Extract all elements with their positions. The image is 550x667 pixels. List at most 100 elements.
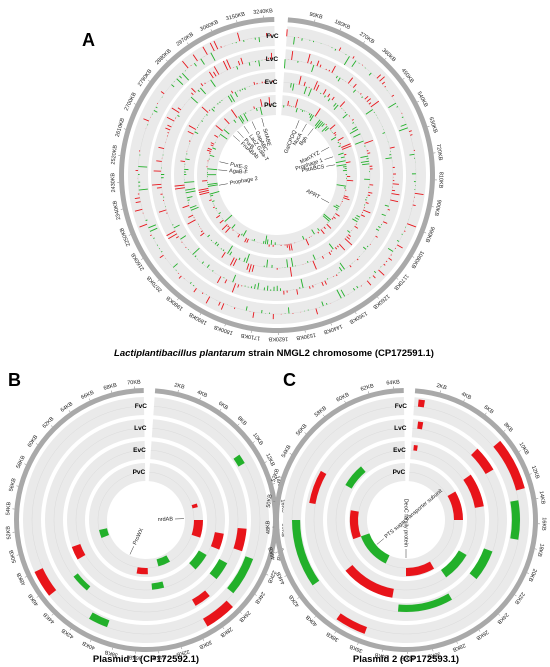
expression-mark bbox=[339, 262, 345, 270]
tick-mark bbox=[518, 450, 521, 452]
expression-mark bbox=[335, 75, 338, 79]
expression-mark bbox=[379, 76, 385, 82]
expression-mark bbox=[396, 239, 400, 242]
expression-mark bbox=[180, 235, 187, 240]
expression-mark bbox=[289, 266, 293, 277]
expression-mark bbox=[337, 245, 339, 248]
expression-mark bbox=[240, 57, 244, 65]
panel-a-ticks: 90KB180KB270KB360KB450KB540KB630KB720KB8… bbox=[110, 8, 444, 341]
expression-mark bbox=[152, 183, 162, 186]
expression-mark bbox=[212, 200, 215, 203]
tick-label: 16KB bbox=[540, 517, 546, 531]
expression-mark bbox=[231, 224, 236, 229]
expression-mark bbox=[226, 59, 231, 69]
track-label-evc: EvC bbox=[265, 79, 278, 86]
expression-mark bbox=[254, 284, 256, 289]
expression-mark bbox=[291, 50, 294, 60]
expression-mark bbox=[338, 145, 341, 148]
expression-mark bbox=[193, 62, 197, 67]
expression-mark bbox=[168, 233, 178, 240]
expression-mark bbox=[292, 83, 295, 91]
tick-mark bbox=[498, 613, 501, 616]
expression-mark bbox=[290, 243, 293, 251]
expression-mark bbox=[300, 278, 304, 289]
track-baseline bbox=[75, 449, 217, 591]
expression-mark bbox=[185, 188, 196, 191]
expression-mark bbox=[158, 209, 167, 213]
gene-label: APRT bbox=[305, 188, 321, 200]
expression-mark bbox=[175, 236, 179, 239]
expression-mark bbox=[384, 85, 386, 88]
tick-mark bbox=[330, 323, 332, 326]
expression-mark bbox=[219, 101, 221, 103]
tick-label: 990KB bbox=[423, 226, 435, 244]
tick-mark bbox=[236, 20, 238, 23]
expression-mark bbox=[220, 248, 222, 250]
expression-mark bbox=[232, 258, 238, 266]
expression-mark bbox=[310, 61, 312, 65]
expression-mark bbox=[206, 149, 212, 152]
expression-mark bbox=[200, 83, 204, 87]
expression-mark bbox=[348, 115, 350, 117]
expression-mark bbox=[338, 243, 346, 251]
expression-mark bbox=[347, 230, 351, 233]
expression-mark bbox=[232, 274, 237, 283]
expression-mark bbox=[317, 228, 320, 232]
expression-mark bbox=[367, 152, 371, 154]
expression-mark bbox=[315, 84, 320, 91]
expression-mark bbox=[333, 131, 337, 135]
expression-mark bbox=[206, 264, 210, 268]
expression-mark bbox=[199, 191, 210, 196]
track-label-lvc: LvC bbox=[134, 425, 147, 432]
expression-mark bbox=[356, 285, 359, 289]
expression-mark bbox=[337, 136, 344, 141]
expression-mark bbox=[243, 113, 249, 122]
expression-mark bbox=[222, 60, 229, 71]
expression-mark bbox=[330, 250, 333, 252]
expression-mark bbox=[219, 219, 224, 224]
expression-mark bbox=[178, 275, 182, 279]
expression-mark bbox=[324, 280, 327, 285]
expression-mark bbox=[191, 92, 194, 96]
expression-block bbox=[203, 600, 233, 627]
expression-mark bbox=[182, 60, 189, 69]
expression-mark bbox=[323, 226, 326, 230]
gene-leader bbox=[295, 120, 300, 129]
expression-mark bbox=[234, 91, 238, 98]
expression-block bbox=[71, 543, 86, 560]
tick-mark bbox=[304, 432, 307, 434]
expression-block bbox=[309, 470, 327, 505]
expression-block bbox=[227, 556, 254, 594]
expression-mark bbox=[266, 239, 269, 245]
expression-mark bbox=[293, 37, 295, 45]
tick-label: 6KB bbox=[483, 404, 495, 415]
expression-mark bbox=[387, 209, 391, 211]
expression-mark bbox=[264, 235, 268, 245]
expression-mark bbox=[360, 160, 370, 163]
gene-leader bbox=[376, 538, 384, 545]
expression-mark bbox=[189, 205, 197, 209]
expression-mark bbox=[307, 53, 311, 64]
expression-mark bbox=[317, 121, 324, 129]
expression-mark bbox=[334, 247, 338, 250]
expression-block bbox=[292, 520, 320, 586]
expression-block bbox=[151, 581, 165, 590]
expression-block bbox=[136, 567, 148, 575]
expression-mark bbox=[192, 247, 200, 255]
expression-mark bbox=[210, 239, 213, 242]
expression-block bbox=[406, 561, 435, 577]
expression-mark bbox=[372, 275, 376, 279]
panel-a-data-marks bbox=[134, 29, 424, 320]
expression-mark bbox=[325, 123, 327, 126]
tick-label: 2340KB bbox=[112, 200, 122, 221]
expression-mark bbox=[352, 218, 358, 223]
tick-label: 900KB bbox=[433, 199, 442, 217]
expression-mark bbox=[216, 215, 221, 219]
tick-label: 22KB bbox=[266, 569, 277, 584]
expression-mark bbox=[207, 168, 218, 171]
gene-label: Bgh bbox=[299, 136, 310, 147]
expression-mark bbox=[398, 127, 408, 132]
expression-mark bbox=[259, 106, 263, 116]
expression-mark bbox=[210, 52, 216, 61]
expression-mark bbox=[316, 60, 320, 67]
